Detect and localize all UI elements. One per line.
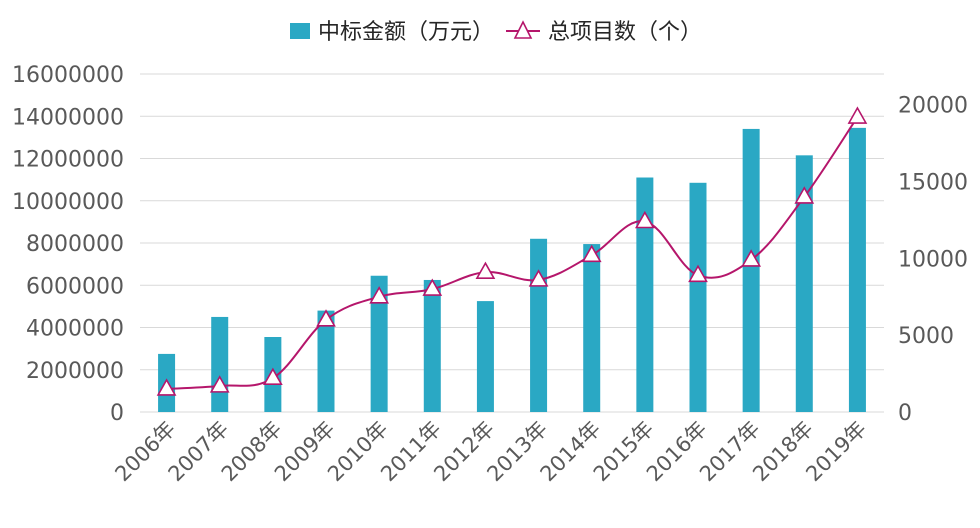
left-tick-label: 14000000 (12, 105, 124, 130)
x-axis: 2006年2007年2008年2009年2010年2011年2012年2013年… (110, 417, 870, 487)
line-point-marker (741, 249, 762, 267)
bar (370, 275, 388, 412)
line-point-marker (581, 244, 602, 263)
line-point-marker (209, 375, 230, 393)
right-y-axis: 0 5000 10000 15000 20000 (898, 94, 968, 426)
bar (636, 177, 654, 412)
bar (848, 127, 866, 413)
left-tick-label: 6000000 (26, 274, 124, 299)
legend-bar-swatch (290, 23, 310, 39)
line-point-marker (262, 367, 283, 385)
line-point-marker (688, 264, 708, 283)
legend-triangle-marker-icon (513, 20, 533, 39)
line-point-marker (156, 378, 177, 396)
bar (583, 244, 601, 412)
right-tick-label: 5000 (898, 324, 954, 349)
right-tick-label: 15000 (898, 171, 968, 196)
line-point-marker (369, 286, 390, 304)
right-tick-label: 20000 (898, 94, 968, 119)
bar (742, 128, 760, 413)
bar (211, 316, 229, 412)
bar (795, 155, 813, 413)
left-tick-label: 16000000 (12, 63, 124, 88)
line-point-marker (528, 269, 549, 287)
x-tick-label: 2019年 (801, 417, 871, 487)
left-tick-label: 2000000 (26, 359, 124, 384)
line-point-marker (634, 210, 655, 229)
line-point-marker (316, 309, 336, 327)
left-tick-label: 10000000 (12, 190, 124, 215)
line-point-marker (422, 278, 443, 296)
bar (689, 182, 707, 412)
bar (317, 310, 335, 412)
legend-line-label: 总项目数（个） (548, 20, 702, 45)
line-point-marker (847, 106, 868, 124)
left-tick-label: 4000000 (26, 317, 124, 342)
line-point-marker (794, 186, 815, 204)
left-tick-label: 8000000 (26, 232, 124, 257)
right-tick-label: 10000 (898, 247, 968, 272)
line-point-marker (475, 261, 496, 279)
bar (530, 238, 548, 412)
legend: 中标金额（万元） 总项目数（个） (290, 20, 702, 45)
left-tick-label: 0 (110, 401, 124, 426)
right-tick-label: 0 (898, 401, 912, 426)
bar (476, 301, 494, 412)
left-tick-label: 12000000 (12, 148, 124, 173)
gridlines (140, 73, 884, 413)
line-series (156, 106, 868, 396)
bar (423, 279, 441, 412)
legend-bar-label: 中标金额（万元） (318, 20, 494, 45)
left-y-axis: 0 2000000 4000000 6000000 8000000 10000000 120… (12, 63, 124, 426)
